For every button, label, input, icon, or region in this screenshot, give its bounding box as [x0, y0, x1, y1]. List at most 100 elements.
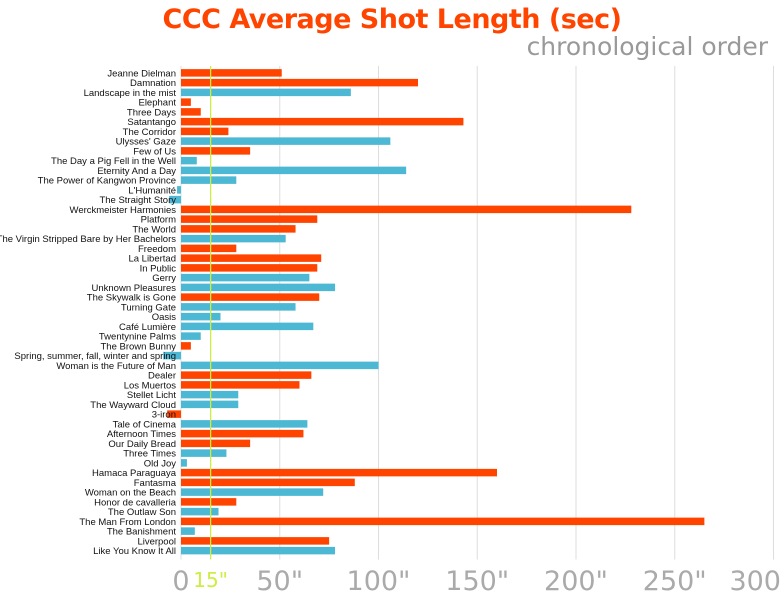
- category-label: Our Daily Bread: [108, 439, 176, 450]
- x-tick-label: 200": [544, 566, 608, 597]
- category-label: Ulysses' Gaze: [116, 137, 176, 148]
- category-label: The Power of Kangwon Province: [38, 176, 176, 187]
- category-label: Freedom: [138, 244, 176, 255]
- category-label: The Virgin Stripped Bare by Her Bachelor…: [0, 234, 176, 245]
- bar: [181, 449, 227, 457]
- bar: [181, 420, 308, 428]
- category-label: The Day a Pig Fell in the Well: [51, 156, 176, 167]
- bar: [181, 244, 237, 253]
- bar: [181, 390, 239, 399]
- reference-line-label: 15": [193, 568, 228, 592]
- bar: [181, 303, 296, 311]
- category-label: Dealer: [148, 371, 176, 382]
- category-label: Elephant: [138, 98, 176, 109]
- category-label: Platform: [141, 215, 176, 226]
- category-label: Like You Know It All: [93, 546, 176, 557]
- bar: [181, 176, 237, 184]
- category-label: The Outlaw Son: [108, 507, 176, 518]
- bar: [181, 127, 229, 136]
- category-label: Spring, summer, fall, winter and spring: [14, 351, 176, 362]
- bar: [181, 468, 497, 477]
- category-label: Oasis: [152, 312, 177, 323]
- bar: [181, 98, 191, 106]
- bar: [181, 108, 201, 116]
- bar: [181, 517, 705, 526]
- x-tick-label: 100": [347, 566, 411, 597]
- category-label: Unknown Pleasures: [92, 283, 177, 294]
- bar: [181, 293, 320, 301]
- category-label: Gerry: [152, 273, 176, 284]
- category-label: The Banishment: [107, 527, 177, 538]
- category-label: Damnation: [130, 78, 176, 89]
- bar: [181, 156, 197, 165]
- category-label: Café Lumière: [119, 322, 176, 333]
- bar: [181, 342, 191, 350]
- bar: [181, 225, 296, 233]
- category-label: The Wayward Cloud: [90, 400, 176, 411]
- bar: [181, 537, 330, 545]
- category-label: Woman is the Future of Man: [56, 361, 176, 372]
- bar: [181, 264, 318, 272]
- bars: [163, 69, 705, 555]
- category-label: Twentynine Palms: [99, 332, 176, 343]
- category-label: Eternity And a Day: [97, 166, 176, 177]
- category-label: Liverpool: [137, 536, 176, 547]
- chart-title: CCC Average Shot Length (sec): [162, 4, 622, 35]
- bar: [181, 117, 464, 126]
- bar: [181, 459, 187, 467]
- category-label: Fantasma: [134, 478, 177, 489]
- category-label: Satantango: [127, 117, 176, 128]
- bar: [181, 78, 418, 87]
- x-tick-label: 50": [256, 566, 303, 597]
- category-label: L'Humanité: [128, 185, 176, 196]
- bar: [181, 381, 300, 389]
- category-label: Few of Us: [133, 146, 176, 157]
- category-label: Turning Gate: [121, 302, 176, 313]
- category-label: The Straight Story: [99, 195, 176, 206]
- category-label: Afternoon Times: [107, 429, 176, 440]
- category-label: Woman on the Beach: [85, 488, 176, 499]
- category-label: Werckmeister Harmonies: [70, 205, 177, 216]
- x-tick-label: 0: [172, 566, 189, 597]
- category-label: Three Days: [127, 107, 176, 118]
- bar: [181, 69, 282, 77]
- category-label: Stellet Licht: [127, 390, 176, 401]
- bar: [181, 507, 219, 516]
- x-tick-label: 150": [445, 566, 509, 597]
- bar: [181, 488, 324, 496]
- bar: [181, 283, 336, 292]
- bar: [181, 254, 322, 262]
- category-label: The Man From London: [79, 517, 176, 528]
- category-label: Three Times: [123, 449, 176, 460]
- bar: [181, 205, 632, 214]
- bar: [181, 478, 355, 487]
- category-label: Old Joy: [144, 458, 176, 469]
- category-label: The Skywalk is Gone: [87, 293, 176, 304]
- x-tick-label: 300: [729, 566, 781, 597]
- category-label: La Libertad: [128, 254, 176, 265]
- bar: [181, 273, 310, 282]
- category-label: The Corridor: [123, 127, 176, 138]
- bar: [181, 439, 251, 448]
- bar: [181, 527, 195, 535]
- bar: [181, 429, 304, 438]
- category-label: Tale of Cinema: [113, 419, 177, 430]
- bar: [167, 410, 181, 418]
- bar: [181, 234, 286, 243]
- bar: [181, 215, 318, 223]
- bar: [181, 332, 201, 340]
- bar: [181, 322, 314, 331]
- category-label: The Brown Bunny: [100, 341, 176, 352]
- bar: [181, 137, 391, 145]
- category-label: Jeanne Dielman: [107, 68, 176, 79]
- chart-subtitle: chronological order: [526, 32, 768, 61]
- category-label: Hamaca Paraguaya: [92, 468, 177, 479]
- bar: [181, 88, 351, 97]
- bar: [181, 400, 239, 409]
- bar: [181, 371, 312, 379]
- category-label: The World: [132, 224, 176, 235]
- category-label: Los Muertos: [124, 380, 177, 391]
- bar: [181, 147, 251, 155]
